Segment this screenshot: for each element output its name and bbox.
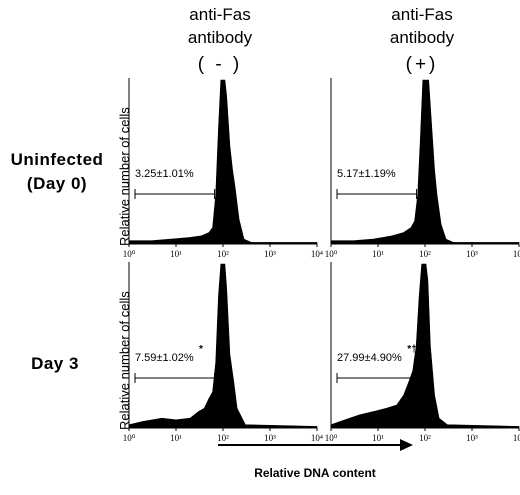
column-header-minus: anti-Fas antibody ( - ) (150, 3, 290, 76)
histogram-area (330, 79, 520, 245)
x-tick-label: 10² (217, 433, 229, 443)
arrow-right-icon (400, 439, 413, 451)
histogram-panel-day3-plus: 10⁰ 10¹ 10² 10³ 10⁴ 27.99±4.90% *† (325, 262, 520, 443)
histogram-area (128, 79, 318, 245)
x-tick-label: 10¹ (372, 249, 384, 259)
x-tick-label: 10³ (264, 433, 276, 443)
x-axis-caption: Relative DNA content (254, 466, 376, 480)
x-tick-label: 10³ (264, 249, 276, 259)
histogram-panel-day3-minus: 10⁰ 10¹ 10² 10³ 10⁴ 7.59±1.02% * (123, 262, 323, 443)
x-tick-label: 10² (419, 249, 431, 259)
x-tick-label: 10⁴ (513, 433, 520, 443)
x-tick-label: 10³ (466, 249, 478, 259)
histogram-area (330, 263, 520, 429)
x-axis-arrow-line (218, 444, 403, 446)
gate-percentage-label: 27.99±4.90% (337, 352, 402, 364)
x-tick-label: 10⁰ (325, 249, 338, 259)
column-header-sign: (+) (405, 54, 439, 75)
x-tick-label: 10⁴ (311, 433, 323, 443)
histogram-area (128, 263, 318, 429)
gate-percentage-label: 7.59±1.02% (135, 352, 194, 364)
x-tick-label: 10⁰ (123, 433, 136, 443)
row-label-day0: Uninfected (Day 0) (2, 148, 112, 196)
x-tick-label: 10⁴ (513, 249, 520, 259)
x-tick-label: 10⁰ (325, 433, 338, 443)
significance-marker: * (199, 344, 203, 355)
column-header-line1: anti-Fas (391, 5, 453, 24)
x-tick-label: 10³ (466, 433, 478, 443)
significance-marker: *† (407, 344, 416, 355)
histogram-panel-day0-minus: 10⁰ 10¹ 10² 10³ 10⁴ 3.25±1.01% (123, 78, 323, 259)
column-header-line2: antibody (389, 28, 455, 47)
column-header-plus: anti-Fas antibody (+) (352, 3, 492, 76)
gate-percentage-label: 3.25±1.01% (135, 168, 194, 180)
column-header-line1: anti-Fas (189, 5, 251, 24)
x-tick-label: 10¹ (372, 433, 384, 443)
column-header-sign: ( - ) (197, 54, 243, 75)
row-label-day3: Day 3 (10, 352, 100, 376)
x-tick-label: 10⁰ (123, 249, 136, 259)
x-tick-label: 10² (419, 433, 431, 443)
row-label-line1: Day 3 (31, 354, 79, 373)
x-tick-label: 10² (217, 249, 229, 259)
x-tick-label: 10¹ (170, 433, 182, 443)
row-label-line1: Uninfected (10, 150, 104, 169)
column-header-line2: antibody (187, 28, 253, 47)
x-tick-label: 10⁴ (311, 249, 323, 259)
row-label-line2: (Day 0) (26, 174, 88, 193)
x-tick-label: 10¹ (170, 249, 182, 259)
gate-percentage-label: 5.17±1.19% (337, 168, 396, 180)
histogram-panel-day0-plus: 10⁰ 10¹ 10² 10³ 10⁴ 5.17±1.19% (325, 78, 520, 259)
